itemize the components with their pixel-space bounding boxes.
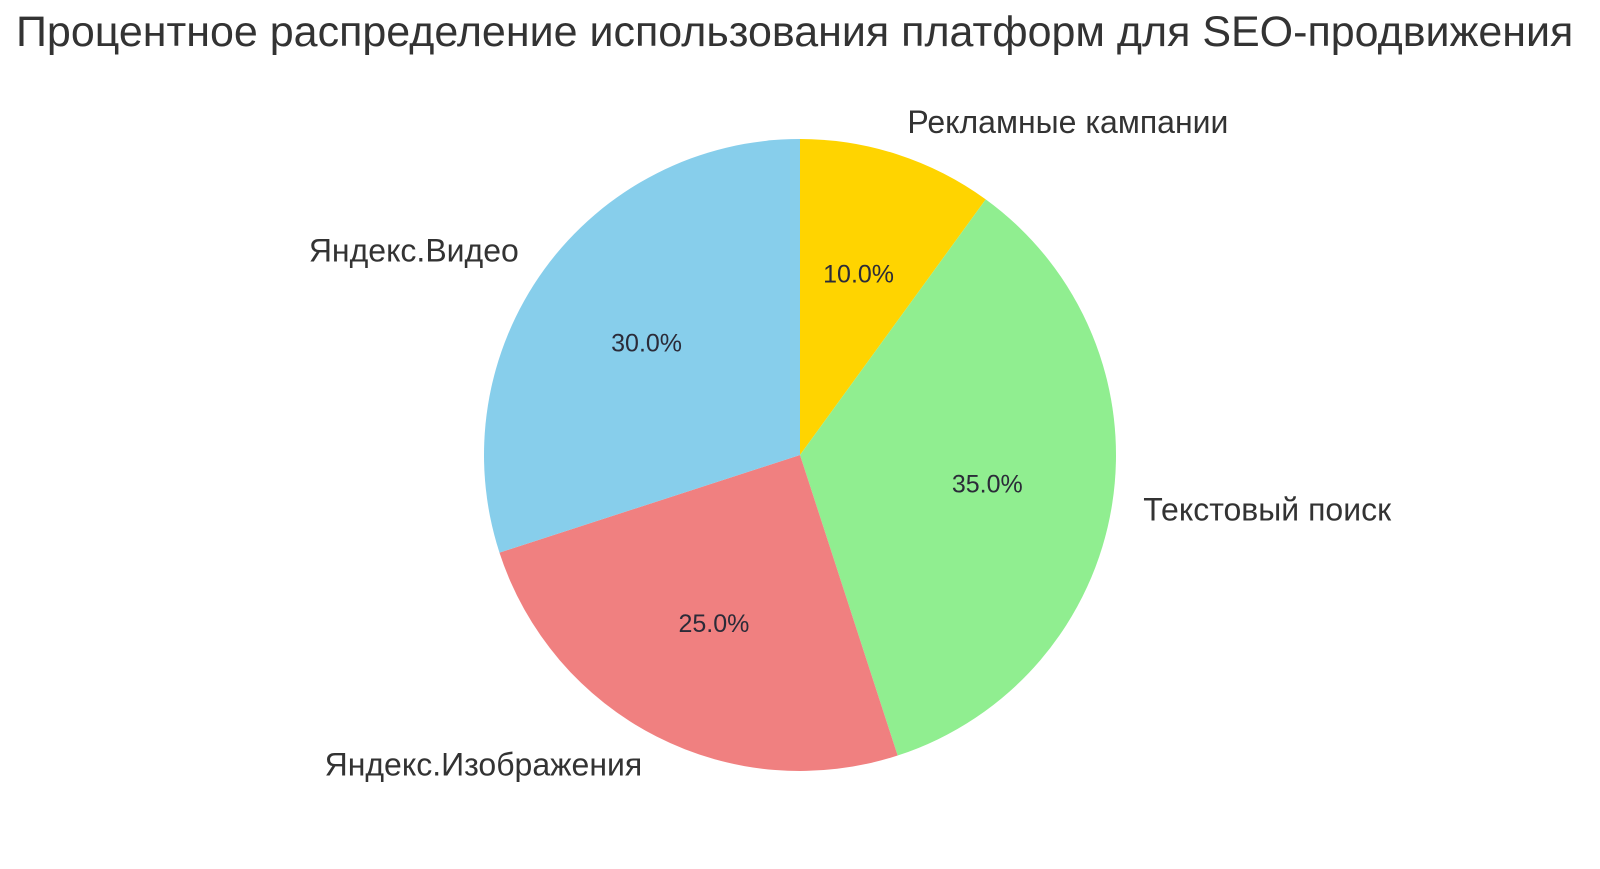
svg-text:Рекламные кампании: Рекламные кампании xyxy=(907,104,1228,140)
svg-text:30.0%: 30.0% xyxy=(611,330,682,358)
svg-text:35.0%: 35.0% xyxy=(952,471,1023,499)
svg-text:10.0%: 10.0% xyxy=(823,261,894,289)
svg-text:25.0%: 25.0% xyxy=(678,610,749,638)
svg-text:Яндекс.Видео: Яндекс.Видео xyxy=(309,233,519,269)
svg-text:Яндекс.Изображения: Яндекс.Изображения xyxy=(325,747,643,783)
svg-text:Текстовый поиск: Текстовый поиск xyxy=(1143,491,1392,527)
